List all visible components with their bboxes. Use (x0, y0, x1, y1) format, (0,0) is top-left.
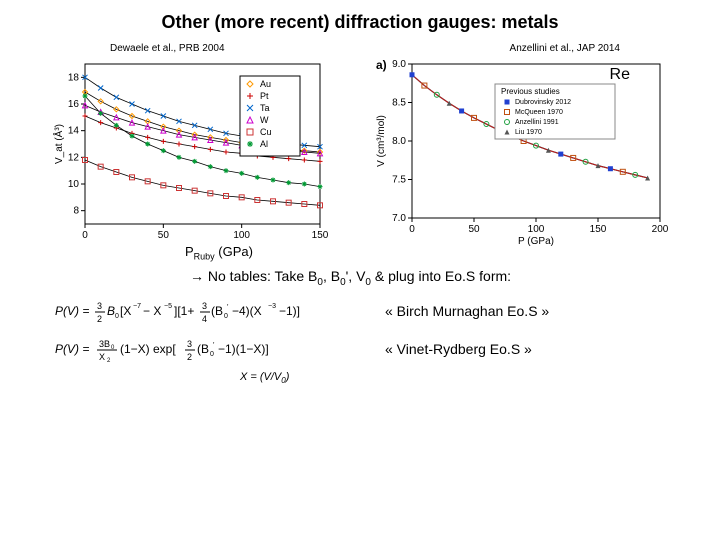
svg-text:200: 200 (652, 224, 669, 235)
svg-text:8: 8 (73, 206, 79, 217)
svg-text:[X: [X (120, 304, 131, 318)
svg-text:50: 50 (158, 230, 170, 241)
svg-text:10: 10 (68, 179, 80, 190)
svg-text:14: 14 (68, 126, 80, 137)
svg-text:P(V) =: P(V) = (55, 304, 89, 318)
charts-row: 8 10 12 14 16 18 0 50 100 150 V_at (Å³) Au Pt Ta W Cu Al… (0, 56, 720, 246)
svg-text:150: 150 (312, 230, 329, 241)
svg-text:P (GPa): P (GPa) (518, 236, 554, 246)
panel-label: a) (376, 58, 387, 72)
svg-text:12: 12 (68, 152, 80, 163)
eq1-formula: P(V) = 3 2 B 0 [X −7 − X −5 ][1+ 3 4 (B … (55, 297, 335, 325)
arrow-text: → No tables: Take B0, B0', V0 & plug int… (0, 268, 720, 288)
svg-text:150: 150 (590, 224, 607, 235)
svg-text:3B: 3B (99, 339, 110, 349)
svg-text:3: 3 (202, 301, 207, 311)
re-label: Re (610, 66, 630, 84)
svg-text:V_at (Å³): V_at (Å³) (52, 124, 65, 164)
svg-text:2: 2 (187, 352, 192, 362)
svg-text:−4)(X: −4)(X (232, 304, 262, 318)
svg-text:9.0: 9.0 (392, 59, 406, 70)
svg-text:0: 0 (210, 351, 214, 358)
svg-text:(B: (B (197, 342, 209, 356)
svg-text:16: 16 (68, 99, 80, 110)
svg-text:7.0: 7.0 (392, 213, 406, 224)
svg-text:][1+: ][1+ (174, 304, 194, 318)
svg-text:3: 3 (97, 301, 102, 311)
svg-text:X: X (99, 352, 105, 362)
svg-text:Dubrovinsky 2012: Dubrovinsky 2012 (515, 99, 571, 106)
x-definition: X = (V/V0) (0, 371, 720, 385)
svg-text:P(V) =: P(V) = (55, 342, 89, 356)
svg-text:Cu: Cu (260, 127, 272, 137)
svg-text:8.0: 8.0 (392, 136, 406, 147)
svg-text:0: 0 (224, 313, 228, 320)
svg-text:(1−X) exp[: (1−X) exp[ (120, 342, 176, 356)
svg-text:Previous studies: Previous studies (501, 87, 560, 96)
svg-text:′: ′ (213, 342, 215, 349)
eq2-row: P(V) = 3B 0 X 2 (1−X) exp[ 3 2 (B 0 ′ −1… (0, 335, 720, 363)
svg-text:100: 100 (233, 230, 250, 241)
svg-text:3: 3 (187, 339, 192, 349)
eq2-formula: P(V) = 3B 0 X 2 (1−X) exp[ 3 2 (B 0 ′ −1… (55, 335, 335, 363)
svg-text:′: ′ (227, 304, 229, 311)
svg-text:W: W (260, 115, 269, 125)
citation-right: Anzellini et al., JAP 2014 (510, 43, 620, 54)
svg-text:V (cm³/mol): V (cm³/mol) (376, 115, 387, 167)
svg-text:2: 2 (107, 358, 111, 363)
svg-text:0: 0 (115, 313, 119, 320)
svg-text:(B: (B (211, 304, 223, 318)
svg-text:Ta: Ta (260, 103, 270, 113)
svg-text:−3: −3 (268, 303, 276, 310)
right-chart: a) Re 7.0 7.5 8.0 8.5 9.0 0 50 100 150 200 V (cm³/… (370, 56, 670, 246)
pruby-label: PRuby (GPa) (0, 244, 720, 262)
svg-text:Al: Al (260, 139, 268, 149)
svg-text:−5: −5 (164, 303, 172, 310)
eq1-label: « Birch Murnaghan Eo.S » (385, 303, 549, 319)
page-title: Other (more recent) diffraction gauges: … (0, 0, 720, 33)
svg-text:B: B (107, 304, 115, 318)
citation-left: Dewaele et al., PRB 2004 (110, 43, 225, 54)
svg-text:50: 50 (468, 224, 480, 235)
svg-text:Liu 1970: Liu 1970 (515, 129, 542, 136)
svg-text:−1)]: −1)] (279, 304, 300, 318)
svg-text:McQueen 1970: McQueen 1970 (515, 109, 563, 116)
svg-text:Au: Au (260, 79, 271, 89)
svg-text:7.5: 7.5 (392, 175, 406, 186)
svg-text:−1)(1−X)]: −1)(1−X)] (218, 342, 269, 356)
svg-text:Pt: Pt (260, 91, 269, 101)
svg-text:100: 100 (528, 224, 545, 235)
left-chart-svg: 8 10 12 14 16 18 0 50 100 150 V_at (Å³) Au Pt Ta W Cu Al (50, 56, 330, 246)
eq2-label: « Vinet-Rydberg Eo.S » (385, 341, 532, 357)
svg-text:Anzellini 1991: Anzellini 1991 (515, 119, 559, 126)
svg-text:0: 0 (409, 224, 415, 235)
right-chart-svg: 7.0 7.5 8.0 8.5 9.0 0 50 100 150 200 V (cm³/mol) P … (370, 56, 670, 246)
svg-text:0: 0 (82, 230, 88, 241)
left-chart: 8 10 12 14 16 18 0 50 100 150 V_at (Å³) Au Pt Ta W Cu Al (50, 56, 330, 246)
svg-text:2: 2 (97, 314, 102, 324)
svg-text:−7: −7 (133, 303, 141, 310)
svg-text:− X: − X (143, 304, 161, 318)
eq1-row: P(V) = 3 2 B 0 [X −7 − X −5 ][1+ 3 4 (B … (0, 297, 720, 325)
citation-row: Dewaele et al., PRB 2004 Anzellini et al… (0, 33, 720, 56)
svg-text:4: 4 (202, 314, 207, 324)
svg-text:18: 18 (68, 72, 80, 83)
svg-text:8.5: 8.5 (392, 98, 406, 109)
